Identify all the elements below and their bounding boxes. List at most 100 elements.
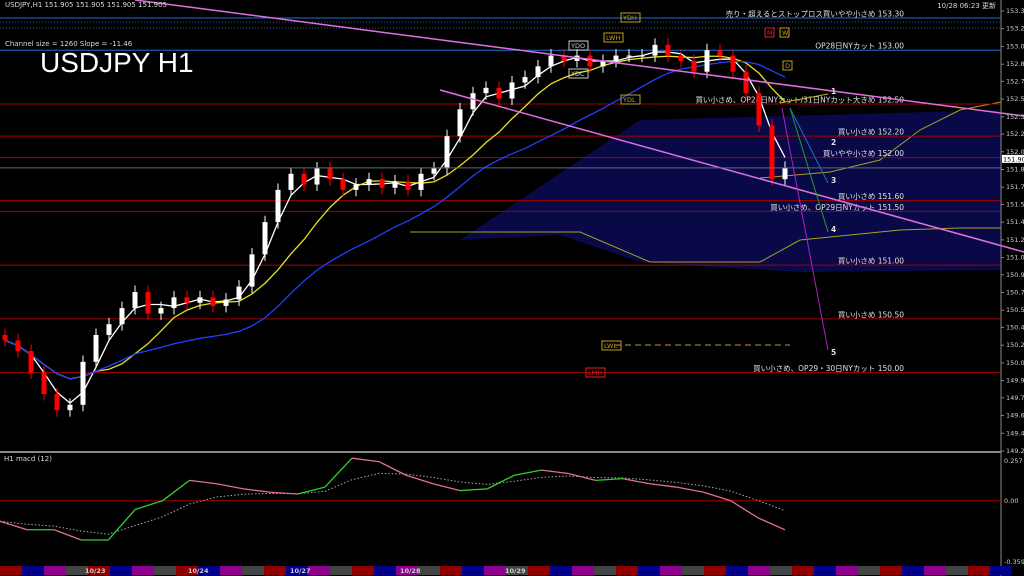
candle-body	[249, 254, 255, 287]
session-bar	[814, 566, 836, 575]
session-bar	[946, 566, 968, 575]
macd-panel: 0.257 0.00 -0.359	[0, 457, 1024, 566]
marker-label: YDH	[622, 14, 637, 22]
candle-body	[353, 184, 359, 190]
axis-tick-label: 152.220	[1006, 130, 1024, 138]
ichimoku-cloud	[460, 110, 1001, 272]
candle-body	[639, 55, 645, 57]
candle-body	[392, 181, 398, 188]
axis-tick-label: 152.710	[1006, 77, 1024, 85]
session-bar	[176, 566, 198, 575]
level-label: 売り・超えるとストップロス買いやや小さめ 153.30	[726, 8, 905, 18]
session-bar	[308, 566, 330, 575]
session-bar	[22, 566, 44, 575]
macd-segment	[0, 520, 28, 531]
candle-body	[41, 372, 47, 395]
trendlines	[134, 0, 1024, 351]
candle-body	[496, 87, 502, 99]
axis-tick-label: 149.435	[1006, 429, 1024, 437]
session-bar	[990, 566, 1012, 575]
session-bar	[110, 566, 132, 575]
projection-line	[789, 107, 829, 233]
session-bar	[198, 566, 220, 575]
macd-segment	[162, 479, 190, 502]
session-bar	[330, 566, 352, 575]
axis-tick-label: 153.035	[1006, 42, 1024, 50]
price-grid	[0, 21, 1002, 272]
candle-body	[184, 297, 190, 303]
macd-segment	[622, 478, 650, 485]
macd-title: H1 macd (12)	[4, 455, 52, 463]
session-bar	[396, 566, 418, 575]
candle-body	[678, 55, 684, 61]
macd-tick-label: 0.00	[1004, 497, 1018, 505]
session-bar	[902, 566, 924, 575]
macd-segment	[135, 500, 163, 510]
session-bar	[880, 566, 902, 575]
marker-box	[585, 367, 606, 378]
axis-tick-label: 153.200	[1006, 25, 1024, 33]
candle-body	[730, 55, 736, 72]
big-title: USDJPY H1	[40, 47, 194, 78]
axis-tick-label: 151.565	[1006, 200, 1024, 208]
projection-line	[789, 107, 829, 184]
marker-label: YDC	[570, 70, 585, 78]
session-bar	[748, 566, 770, 575]
macd-segment	[649, 483, 677, 488]
marker-label: M	[767, 29, 773, 37]
macd-segment	[270, 491, 298, 495]
symbol-info: USDJPY,H1 151.905 151.905 151.905 151.90…	[5, 1, 167, 9]
macd-segment	[216, 483, 244, 490]
candle-body	[626, 55, 632, 57]
session-bar	[726, 566, 748, 575]
axis-tick-label: 151.400	[1006, 218, 1024, 226]
channel-upper-line[interactable]	[134, 0, 1024, 117]
axis-tick-label: 151.890	[1006, 165, 1024, 173]
axis-tick-label: 150.745	[1006, 289, 1024, 297]
candle-body	[782, 167, 788, 180]
session-bar	[792, 566, 814, 575]
candle-body	[613, 55, 619, 61]
candle-body	[691, 60, 697, 72]
candle-body	[158, 308, 164, 314]
axis-tick-label: 149.925	[1006, 377, 1024, 385]
candle-body	[145, 291, 151, 314]
axis-tick-label: 152.545	[1006, 95, 1024, 103]
session-bar	[594, 566, 616, 575]
session-bar	[704, 566, 726, 575]
marker-label: D	[785, 62, 790, 70]
candle-body	[301, 173, 307, 185]
level-label: 買い小さめ、OP29・30日NYカット 150.00	[753, 364, 904, 373]
candle-body	[314, 168, 320, 185]
marker-box	[568, 40, 589, 51]
candle-body	[431, 168, 437, 174]
session-bar	[484, 566, 506, 575]
channel-lower-line[interactable]	[439, 89, 1024, 253]
macd-segment	[541, 469, 569, 475]
level-label: 買い小さめ 152.20	[838, 128, 904, 137]
marker-label: YDL	[622, 96, 636, 104]
session-bar	[132, 566, 154, 575]
macd-tick-label: 0.257	[1004, 457, 1023, 465]
marker-label: LWH	[606, 34, 620, 42]
axis-tick-label: 151.235	[1006, 236, 1024, 244]
candle-body	[704, 50, 710, 72]
level-label: 買い小さめ 150.50	[838, 310, 904, 319]
session-bar	[506, 566, 528, 575]
candle-body	[275, 189, 281, 223]
cloud-span-line	[410, 227, 1001, 263]
session-bar	[44, 566, 66, 575]
candle-body	[327, 168, 333, 180]
session-bar	[682, 566, 704, 575]
axis-tick-label: 152.055	[1006, 148, 1024, 156]
candle-body	[210, 297, 216, 306]
marker-box	[764, 27, 775, 38]
level-label: 買い小さめ、OP29日NYカット 151.50	[770, 203, 904, 212]
wave-number: 1	[831, 87, 836, 96]
candle-body	[522, 77, 528, 83]
macd-tick-label: -0.359	[1004, 558, 1024, 566]
price-axis: 153.365 153.200 153.035 152.870 152.710 152.5…	[0, 7, 1024, 455]
candle-body	[132, 291, 138, 309]
session-bar	[264, 566, 286, 575]
